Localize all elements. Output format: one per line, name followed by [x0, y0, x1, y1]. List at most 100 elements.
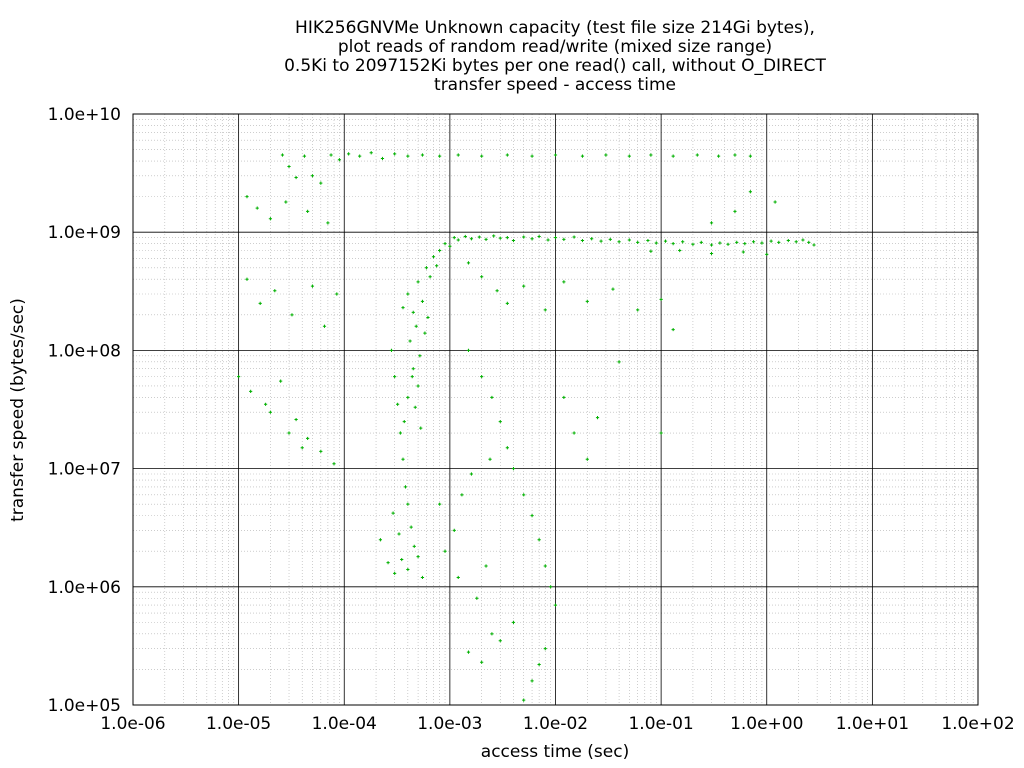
data-point: [410, 375, 414, 379]
data-point: [511, 620, 516, 624]
data-point: [627, 154, 631, 158]
data-point: [302, 154, 307, 158]
data-point: [636, 240, 640, 244]
data-point: [294, 175, 298, 180]
data-point: [498, 236, 502, 240]
data-point: [456, 238, 460, 242]
y-tick-label: 1.0e+07: [48, 460, 121, 480]
data-point: [411, 367, 415, 371]
data-point: [290, 313, 294, 317]
x-tick-label: 1.0e-01: [628, 714, 693, 734]
data-point: [279, 379, 283, 383]
y-tick-label: 1.0e+10: [48, 105, 121, 125]
data-point: [695, 153, 699, 157]
data-point: [237, 375, 241, 379]
data-point: [671, 154, 675, 158]
data-point: [777, 240, 781, 244]
data-point: [469, 237, 474, 241]
data-point: [709, 243, 714, 247]
x-tick-label: 1.0e-03: [417, 714, 482, 734]
data-point: [284, 200, 288, 204]
data-point: [414, 324, 418, 328]
data-point: [786, 238, 790, 243]
x-tick-label: 1.0e-04: [312, 714, 377, 734]
data-point: [406, 154, 410, 158]
data-point: [769, 239, 773, 243]
data-point: [347, 152, 351, 156]
title-line-4: transfer speed - access time: [434, 75, 676, 95]
data-point: [310, 284, 315, 288]
data-point: [709, 251, 714, 256]
data-point: [511, 467, 516, 471]
data-point: [611, 287, 615, 291]
data-point: [794, 240, 798, 244]
data-point: [443, 549, 447, 553]
data-point: [599, 239, 603, 243]
data-point: [245, 277, 249, 281]
data-point: [406, 292, 410, 296]
data-point: [671, 327, 675, 332]
data-point: [403, 485, 408, 489]
data-point: [406, 567, 410, 572]
data-point: [580, 238, 585, 243]
data-point: [411, 310, 415, 314]
data-point: [671, 242, 675, 246]
x-tick-label: 1.0e+01: [836, 714, 909, 734]
data-point: [438, 248, 442, 253]
data-point: [466, 650, 471, 654]
data-point: [438, 502, 442, 506]
data-point: [258, 301, 262, 305]
data-point: [748, 154, 752, 158]
data-point: [608, 237, 612, 241]
data-point: [585, 299, 589, 303]
data-point: [649, 249, 653, 253]
data-point: [397, 532, 401, 536]
y-axis-label: transfer speed (bytes/sec): [8, 298, 28, 522]
data-point: [495, 289, 499, 293]
data-point: [416, 384, 420, 388]
data-point: [490, 632, 494, 636]
data-point: [460, 493, 464, 497]
data-point: [452, 528, 456, 533]
data-point: [475, 596, 479, 600]
data-point: [401, 457, 405, 461]
data-point: [420, 299, 425, 303]
data-point: [393, 152, 397, 156]
data-point: [546, 238, 550, 242]
data-point: [319, 449, 323, 453]
data-point: [699, 240, 703, 244]
data-point: [726, 242, 730, 246]
data-point: [358, 154, 362, 158]
data-point: [386, 561, 390, 565]
data-point: [595, 416, 600, 420]
data-point: [452, 236, 456, 240]
data-point: [443, 242, 447, 246]
data-point: [319, 181, 323, 185]
data-point: [268, 217, 273, 221]
data-point: [255, 206, 259, 210]
data-point: [431, 255, 436, 259]
y-tick-label: 1.0e+06: [48, 578, 121, 598]
data-point: [294, 417, 298, 422]
data-point: [249, 389, 253, 393]
data-point: [466, 348, 471, 352]
data-point: [273, 289, 277, 293]
data-point: [492, 234, 496, 238]
data-point: [590, 237, 594, 241]
data-points: [237, 151, 816, 702]
title-line-2: plot reads of random read/write (mixed s…: [338, 37, 772, 57]
data-point: [522, 493, 526, 497]
data-point: [617, 360, 621, 364]
y-axis-ticks: 1.0e+05 1.0e+06 1.0e+07 1.0e+08 1.0e+09 1.0e+…: [48, 105, 121, 716]
x-tick-label: 1.0e-05: [206, 714, 271, 734]
data-point: [530, 237, 534, 241]
data-point: [426, 315, 430, 320]
data-point: [420, 153, 425, 157]
data-point: [543, 564, 547, 568]
data-point: [416, 280, 420, 284]
data-point: [659, 431, 663, 435]
data-point: [733, 153, 737, 157]
data-point: [393, 375, 397, 379]
data-point: [438, 154, 442, 158]
data-point: [562, 237, 566, 241]
